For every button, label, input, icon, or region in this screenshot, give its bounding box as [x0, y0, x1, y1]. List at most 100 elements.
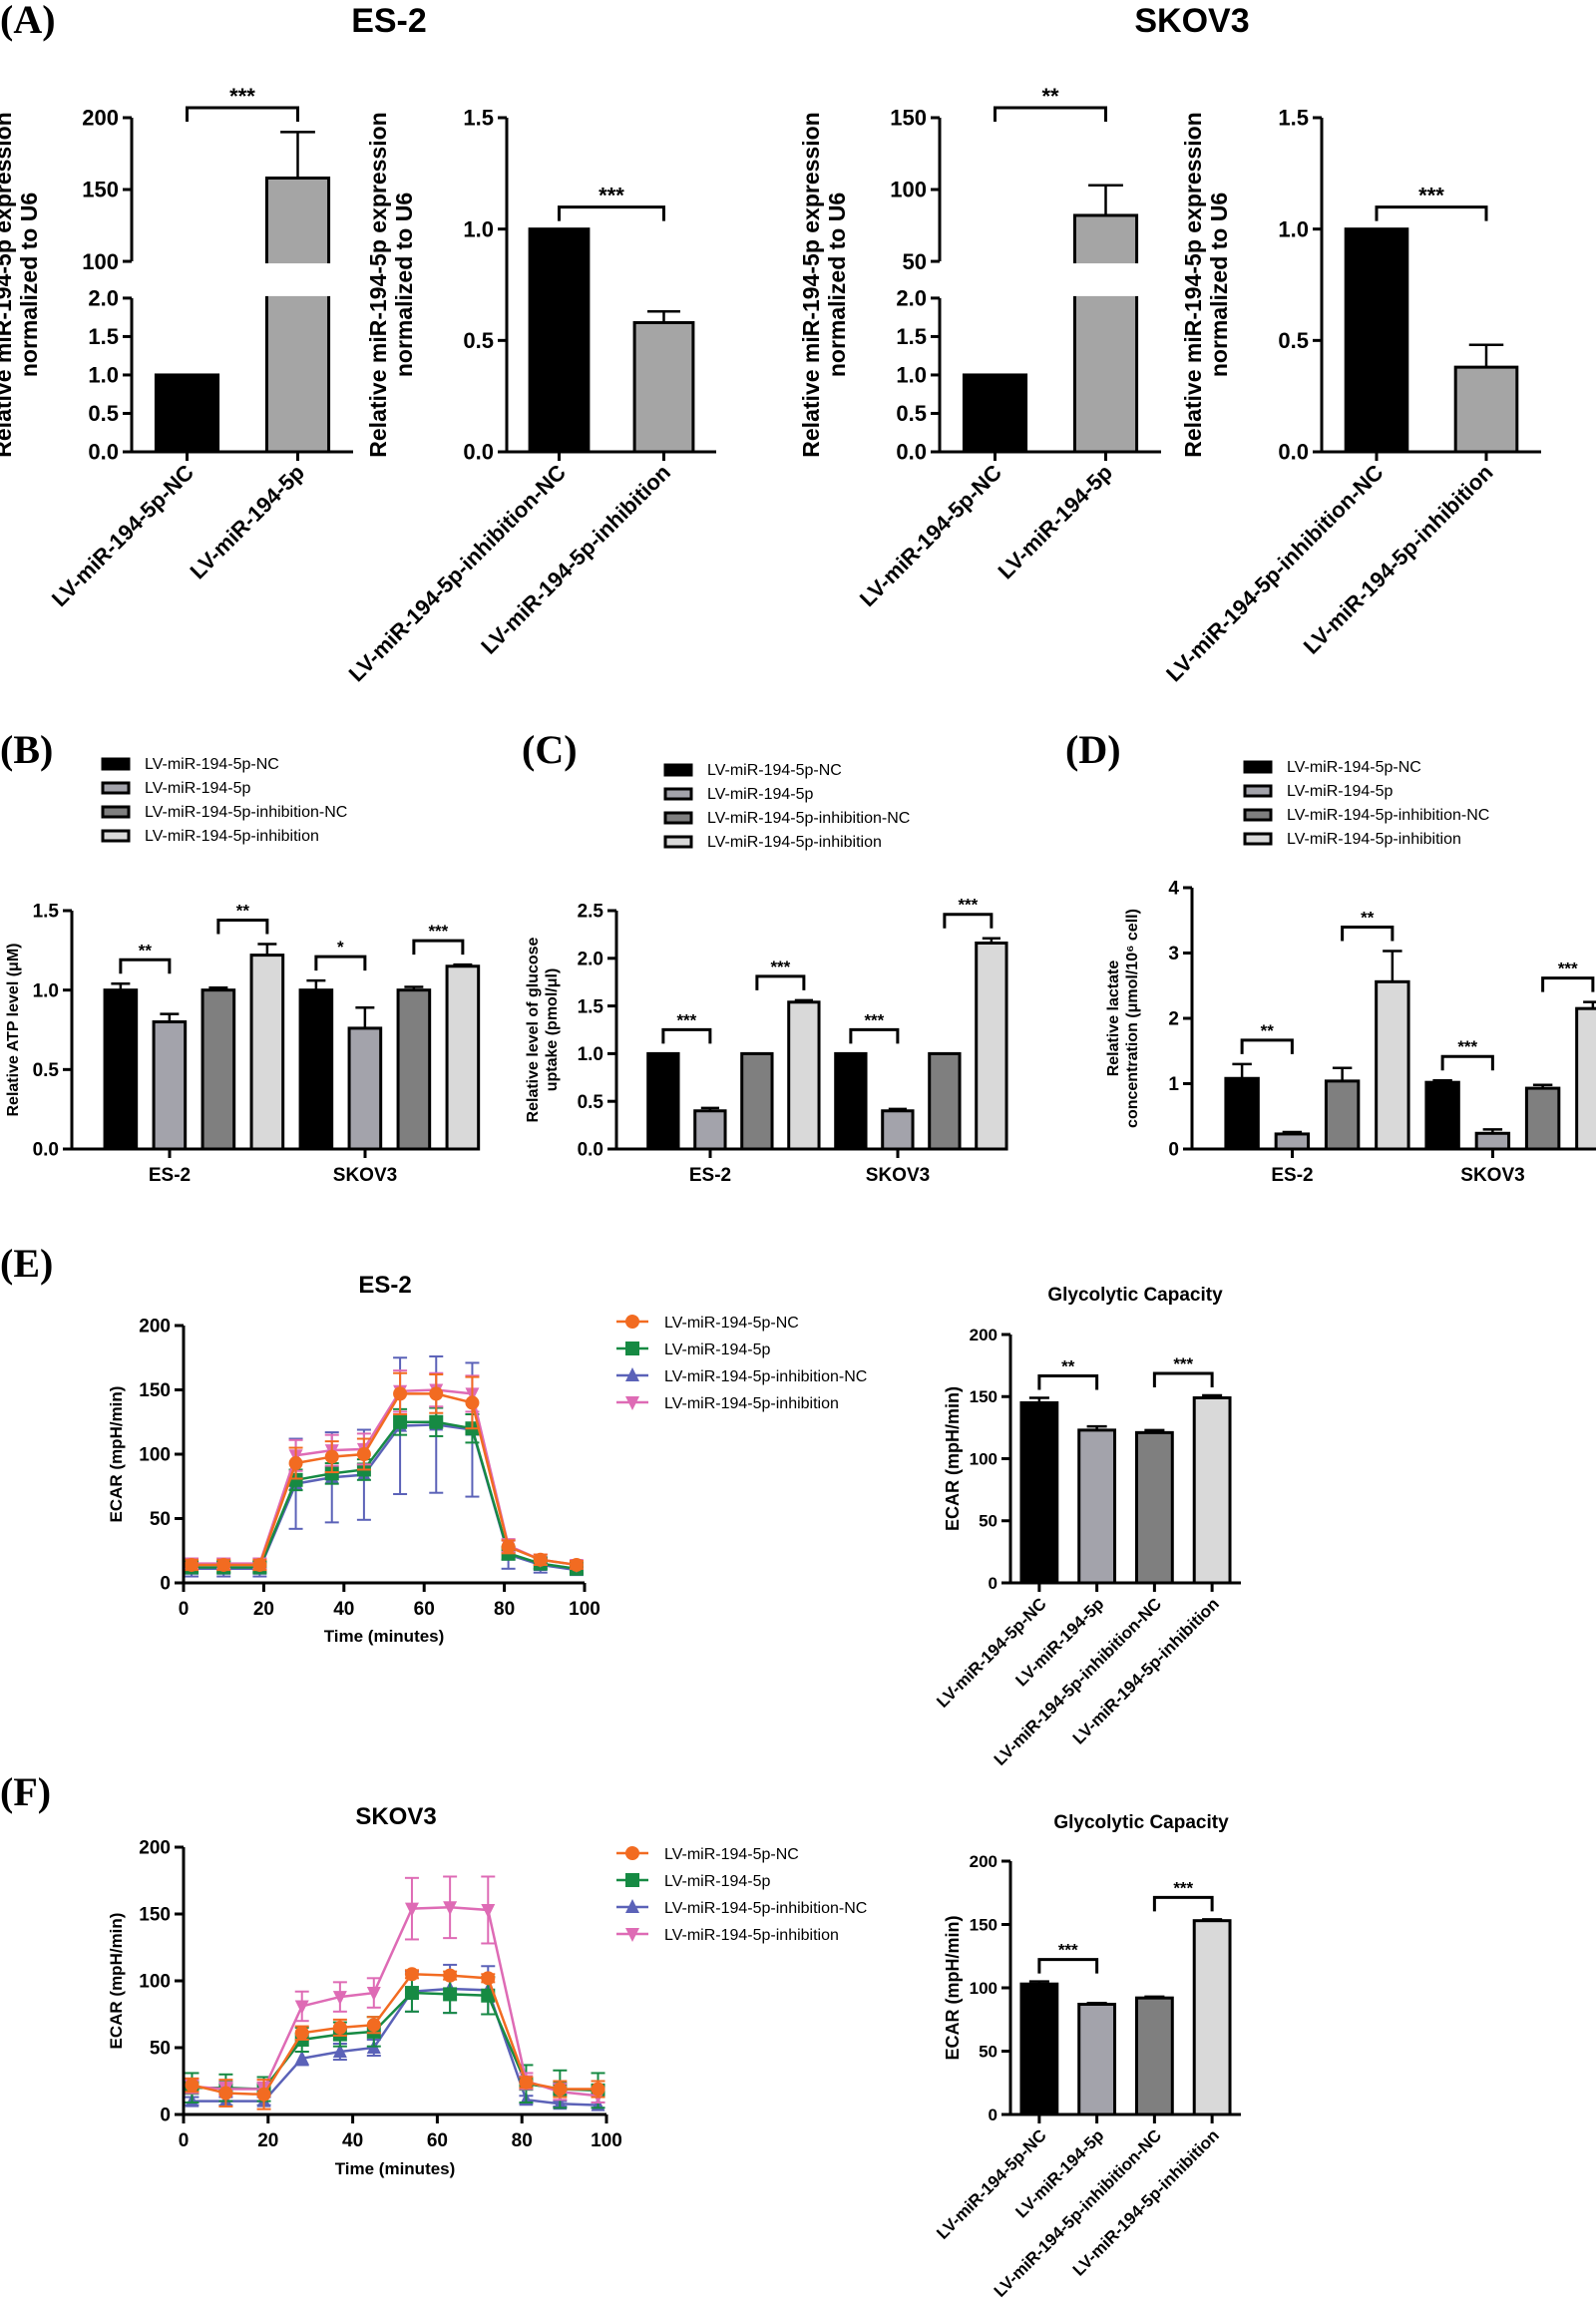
data-point-marker [185, 1557, 200, 1572]
data-point-marker [366, 1987, 381, 2002]
data-point-marker [216, 1557, 231, 1572]
bar [1077, 1428, 1117, 1585]
panel-a-header-skov3: SKOV3 [1134, 2, 1250, 40]
y-tick-label: 1.0 [1278, 216, 1309, 241]
legend-label: LV-miR-194-5p-inhibition-NC [664, 1900, 867, 1917]
bar [445, 964, 481, 1151]
y-axis-label: Relative miR-194-5p expression [798, 112, 824, 457]
x-tick-label: SKOV3 [1460, 1165, 1524, 1186]
significance-label: *** [1173, 1878, 1193, 1897]
x-tick-label: ES-2 [149, 1165, 191, 1186]
data-point-marker [429, 1414, 444, 1429]
y-tick-label: 200 [139, 1838, 171, 1859]
bar [528, 227, 591, 454]
panel-label-b: (B) [0, 727, 54, 772]
data-point-marker [481, 1971, 496, 1986]
legend-marker [625, 1367, 639, 1381]
y-axis-label: normalized to U6 [16, 192, 42, 377]
data-point-marker [332, 1991, 347, 2006]
data-point-marker [294, 2050, 309, 2065]
y-tick-label: 4 [1168, 879, 1179, 900]
significance-label: *** [676, 1010, 696, 1029]
y-tick-label: 1.0 [33, 980, 59, 1001]
bar [264, 177, 331, 454]
y-tick-label: 200 [139, 1317, 171, 1338]
y-tick-label: 0.5 [33, 1060, 60, 1081]
data-point-marker [591, 2082, 605, 2097]
data-point-marker [356, 1447, 371, 1461]
bar [1424, 1080, 1460, 1151]
y-tick-label: 0.5 [463, 328, 494, 353]
significance-label: *** [598, 184, 624, 208]
data-point-marker [443, 1987, 458, 2002]
legend-swatch [101, 757, 131, 771]
y-tick-label: 50 [150, 1509, 171, 1530]
series-line [192, 1973, 598, 2097]
legend-swatch [663, 811, 693, 825]
legend-swatch [1243, 832, 1273, 846]
chart-title: Glycolytic Capacity [1047, 1285, 1223, 1306]
significance-bracket [412, 939, 465, 956]
significance-bracket [1541, 976, 1595, 992]
y-tick-label: 1.0 [896, 363, 927, 388]
x-tick-label: 40 [333, 1599, 354, 1620]
legend-label: LV-miR-194-5p [664, 1342, 771, 1358]
y-axis-label: normalized to U6 [1206, 192, 1232, 377]
data-point-marker [294, 2000, 309, 2015]
y-tick-label: 0 [1168, 1140, 1179, 1161]
x-axis-label: Time (minutes) [335, 2159, 456, 2178]
y-tick-label: 1 [1168, 1074, 1179, 1095]
legend-label: LV-miR-194-5p-inhibition [707, 834, 882, 851]
series-line [192, 1991, 598, 2093]
data-point-marker [465, 1395, 480, 1410]
bar [646, 1051, 680, 1151]
y-tick-label: 0.5 [578, 1092, 604, 1113]
y-tick-label: 1.5 [896, 324, 927, 349]
significance-label: *** [1058, 1941, 1078, 1960]
legend-label: LV-miR-194-5p-NC [1287, 759, 1421, 776]
y-tick-label: 0.5 [1278, 328, 1309, 353]
bar [347, 1026, 383, 1151]
y-tick-label: 1.5 [463, 106, 494, 131]
significance-bracket [1341, 926, 1395, 942]
data-point-marker [404, 1902, 419, 1917]
x-tick-label: 20 [257, 2130, 278, 2151]
significance-label: *** [864, 1010, 884, 1029]
data-point-marker [366, 2018, 381, 2033]
chart-title: SKOV3 [355, 1803, 436, 1830]
x-tick-label: 100 [591, 2130, 622, 2151]
legend-marker [625, 1928, 639, 1942]
y-tick-label: 150 [139, 1380, 171, 1401]
significance-label: *** [1558, 959, 1578, 978]
significance-label: ** [1061, 1356, 1075, 1375]
legend-label: LV-miR-194-5p-inhibition [1287, 831, 1461, 848]
x-tick-label: 60 [414, 1599, 435, 1620]
y-tick-label: 2.5 [578, 902, 604, 923]
data-point-marker [256, 2087, 271, 2102]
y-axis-label: ECAR (mpH/min) [943, 1386, 963, 1531]
x-axis-label: Time (minutes) [324, 1627, 445, 1646]
y-tick-label: 50 [979, 2042, 998, 2061]
legend-swatch [663, 763, 693, 777]
y-axis-label: ECAR (mpH/min) [107, 1913, 126, 2050]
data-point-marker [324, 1449, 339, 1464]
legend-marker [625, 1873, 639, 1887]
legend-swatch [101, 781, 131, 795]
significance-bracket [994, 106, 1107, 122]
legend-label: LV-miR-194-5p [664, 1873, 771, 1890]
y-tick-label: 100 [970, 1449, 998, 1468]
x-tick-label: LV-miR-194-5p-inhibition [1299, 460, 1498, 659]
x-tick-label: ES-2 [1271, 1165, 1313, 1186]
legend-swatch [1243, 808, 1273, 822]
bar [1324, 1079, 1361, 1151]
x-tick-label: LV-miR-194-5p-NC [933, 1594, 1049, 1711]
data-point-marker [404, 1986, 419, 2001]
y-tick-label: 0.0 [33, 1140, 59, 1161]
legend-label: LV-miR-194-5p [145, 780, 251, 797]
significance-bracket [1240, 1038, 1294, 1054]
x-tick-label: LV-miR-194-5p-NC [933, 2125, 1049, 2242]
significance-label: ** [1261, 1021, 1275, 1040]
x-tick-label: 80 [512, 2130, 533, 2151]
